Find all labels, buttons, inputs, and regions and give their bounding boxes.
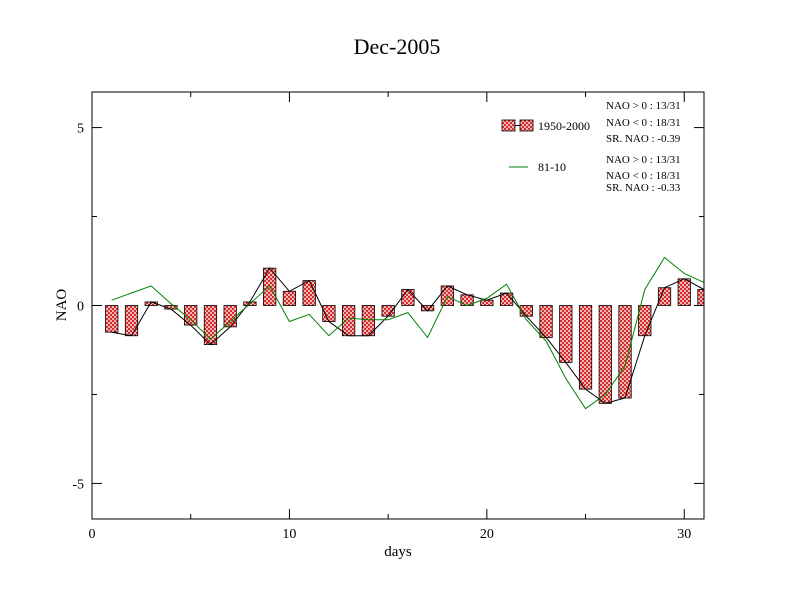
bar-series [105,267,705,404]
bar-1950-2000 [401,289,415,306]
bar-1950-2000 [559,305,573,363]
legend-swatch-1950-2000-right [519,119,534,132]
stat-line: NAO < 0 : 18/31 [606,117,681,129]
bar-1950-2000 [578,305,593,390]
bar-1950-2000 [223,305,237,328]
stat-line: SR. NAO : -0.39 [606,133,681,145]
chart-title: Dec-2005 [354,34,441,59]
bar-1950-2000 [677,278,691,306]
stats-1950-2000: NAO > 0 : 13/31 NAO < 0 : 18/31 SR. NAO … [606,100,681,145]
x-tick-label: 10 [282,527,296,542]
bar-1950-2000 [697,289,705,306]
x-tick-label: 0 [89,527,96,542]
stat-line: NAO < 0 : 18/31 [606,170,681,182]
line-1950-2000 [111,267,705,404]
bar-1950-2000 [342,305,356,337]
bar-1950-2000 [302,280,316,306]
legend-swatch-1950-2000-left [501,119,516,132]
line-81-10 [111,256,705,410]
stat-line: NAO > 0 : 13/31 [606,100,681,112]
y-tick-label: -5 [72,477,84,492]
bar-1950-2000 [124,305,139,337]
legend-label-81-10: 81-10 [538,160,566,174]
x-tick-label: 20 [480,527,494,542]
legend: 1950-2000 81-10 [501,119,590,174]
x-axis-label: days [384,544,412,560]
bar-1950-2000 [105,305,119,333]
bar-1950-2000 [282,290,297,306]
bar-1950-2000 [657,287,672,306]
legend-label-1950-2000: 1950-2000 [538,119,590,133]
stat-line: SR. NAO : -0.33 [606,182,681,194]
x-tick-label: 30 [677,527,691,542]
y-axis-label: NAO [54,289,70,322]
stats-81-10: NAO > 0 : 13/31 NAO < 0 : 18/31 SR. NAO … [606,154,681,194]
line-series [111,256,705,410]
stat-line: NAO > 0 : 13/31 [606,154,681,166]
bar-1950-2000 [440,285,454,306]
y-tick-label: 5 [77,122,84,137]
y-tick-label: 0 [77,300,84,315]
axes: 0 10 20 30 -5 0 5 [72,92,704,542]
bar-1950-2000 [638,305,652,337]
bar-1950-2000 [480,299,494,306]
